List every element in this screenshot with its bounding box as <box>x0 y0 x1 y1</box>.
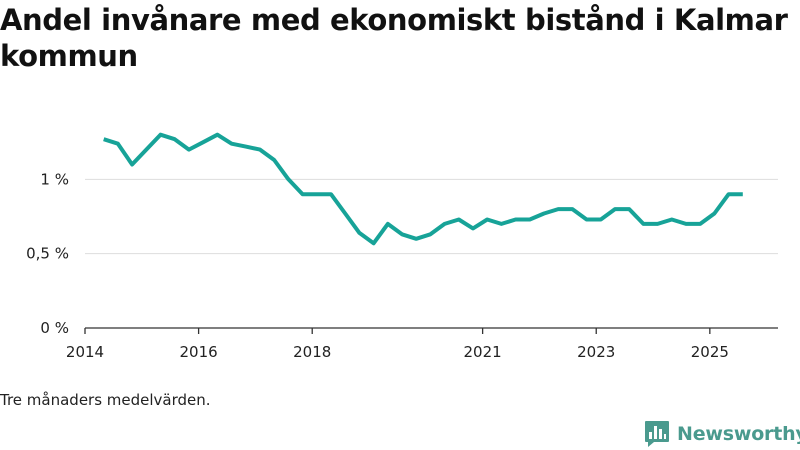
gridlines <box>85 178 778 255</box>
chart-title: Andel invånare med ekonomiskt bistånd i … <box>0 3 788 73</box>
x-tick-label: 2023 <box>577 343 615 361</box>
series-line-0 <box>103 132 743 246</box>
y-tick-label: 0,5 % <box>26 245 69 263</box>
series-group <box>103 132 743 246</box>
y-tick-label: 0 % <box>40 319 69 337</box>
x-tick-label: 2025 <box>691 343 729 361</box>
brand-name: Newsworthy <box>677 423 800 445</box>
x-tick-label: 2018 <box>293 343 331 361</box>
x-axis: 2014 2016 2018 2021 2023 2025 <box>66 327 778 361</box>
y-axis-tick-labels: 0 % 0,5 % 1 % <box>26 170 69 337</box>
brand-logo: Newsworthy <box>644 419 800 449</box>
x-tick-label: 2021 <box>464 343 502 361</box>
x-tick-label: 2014 <box>66 343 104 361</box>
line-chart: 0 % 0,5 % 1 % 2014 2016 2018 2021 2023 2025 <box>26 132 778 361</box>
chart-caption: Tre månaders medelvärden. <box>0 391 211 409</box>
newsworthy-logo-icon <box>645 421 669 447</box>
x-tick-label: 2016 <box>180 343 218 361</box>
y-tick-label: 1 % <box>40 170 69 188</box>
